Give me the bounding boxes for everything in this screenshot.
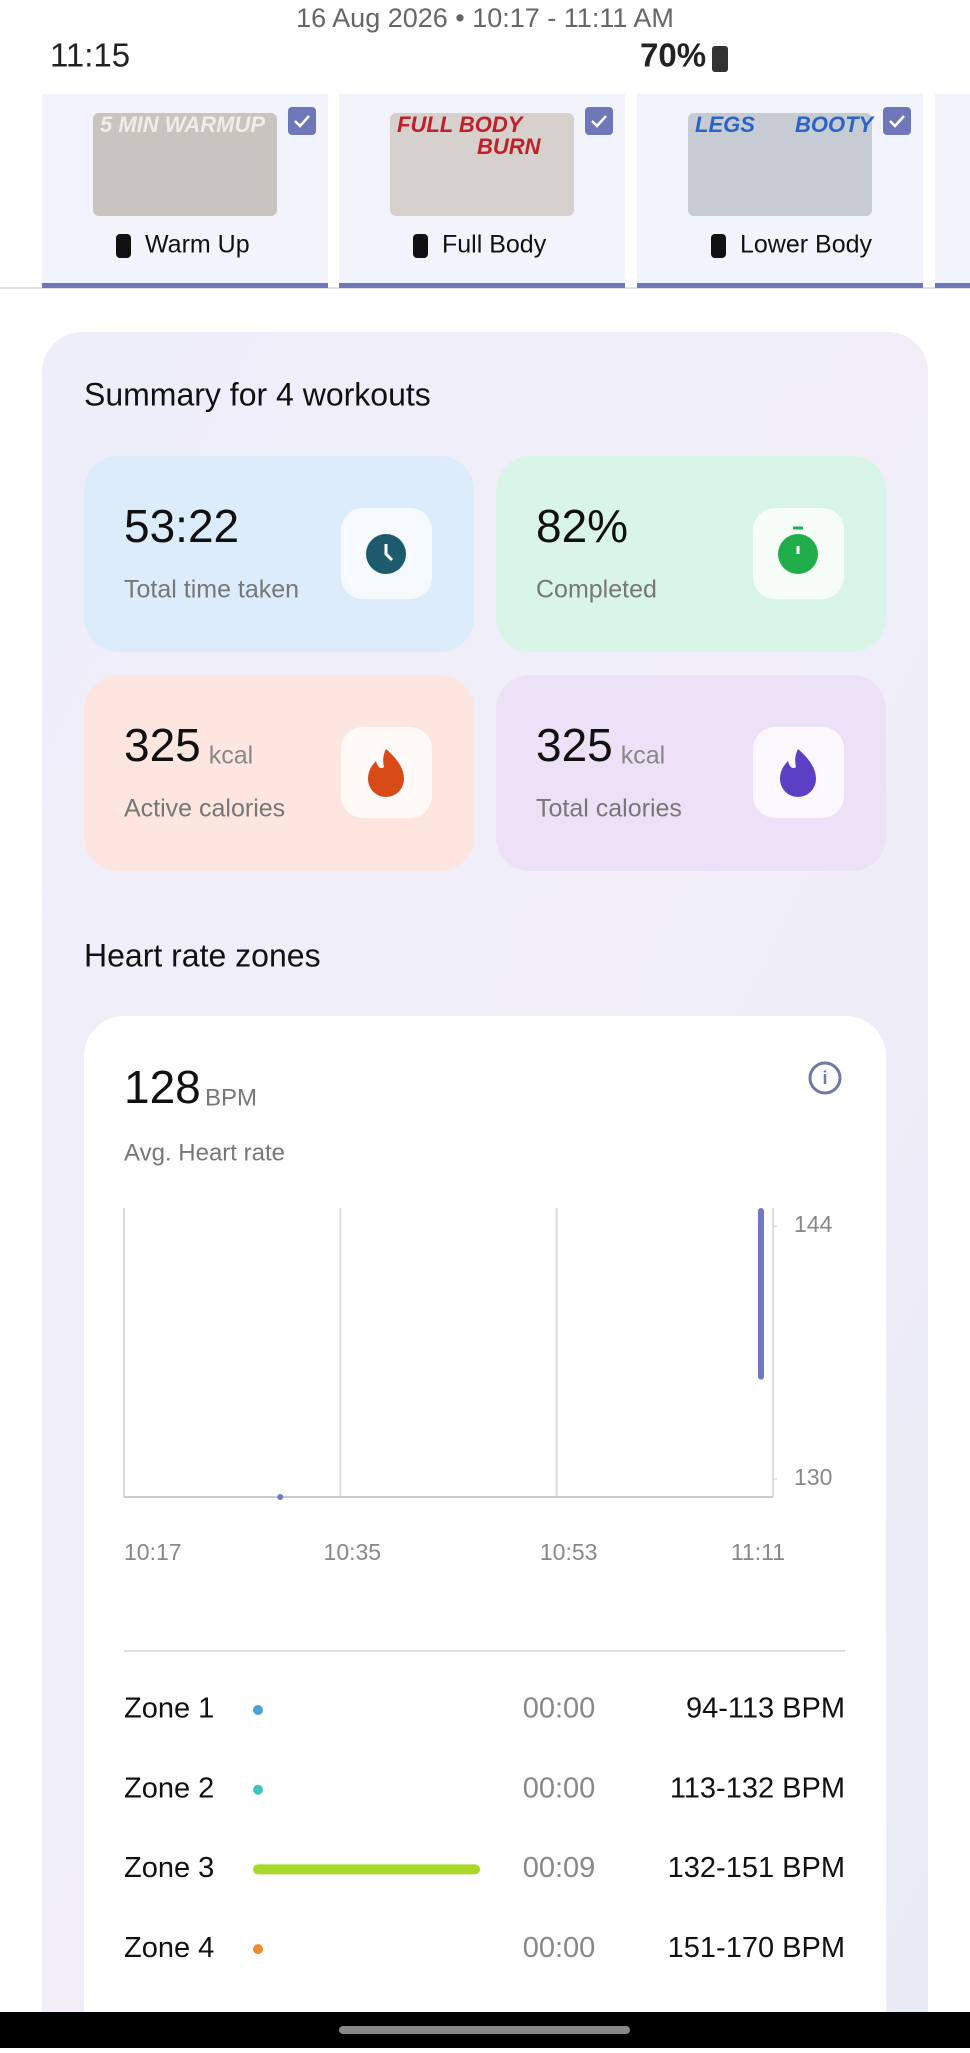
summary-card <box>496 675 886 871</box>
card-label: Total time taken <box>124 576 299 604</box>
card-unit: kcal <box>621 742 665 770</box>
tab-underline <box>935 283 970 288</box>
summary-title: Summary for 4 workouts <box>84 376 431 412</box>
summary-card <box>496 456 886 652</box>
card-icon-hand <box>384 544 394 562</box>
watch-icon <box>413 234 428 258</box>
card-icon <box>780 749 816 797</box>
thumbnail <box>390 113 574 216</box>
avg-label: Avg. Heart rate <box>124 1139 285 1166</box>
x-tick-label: 11:11 <box>731 1539 785 1565</box>
check-mark <box>889 115 905 128</box>
watch-icon <box>711 234 726 258</box>
zone-range: 94-113 BPM <box>686 1693 845 1725</box>
check-box <box>883 107 911 135</box>
zone-duration: 00:00 <box>523 1932 596 1964</box>
zone-bar <box>253 1784 263 1795</box>
thumbnail-text: 5 MIN WARMUP <box>100 112 265 137</box>
tab-underline <box>42 283 328 288</box>
avg-unit: BPM <box>205 1084 257 1111</box>
card-label: Completed <box>536 576 657 604</box>
workout-label: Lower Body <box>740 231 873 259</box>
date-range: 16 Aug 2026 • 10:17 - 11:11 AM <box>296 3 674 33</box>
thumbnail-text: BURN <box>477 134 542 159</box>
card-icon <box>368 749 404 797</box>
tab-underline <box>637 283 923 288</box>
workout-label: Full Body <box>442 231 547 259</box>
zone-name: Zone 4 <box>124 1932 214 1964</box>
thumbnail-text: FULL BODY <box>397 112 525 137</box>
card-value: 325 <box>536 719 613 771</box>
card-value: 325 <box>124 719 201 771</box>
hr-range <box>757 1208 764 1380</box>
workout-label: Warm Up <box>145 231 250 259</box>
x-tick-label: 10:17 <box>124 1539 182 1565</box>
card-value: 82% <box>536 500 628 552</box>
thumbnail-text: LEGS <box>695 112 755 137</box>
zone-bar <box>253 1864 480 1875</box>
thumbnail <box>688 113 872 216</box>
heart-card <box>84 1016 886 2053</box>
avg-hr: 128 <box>124 1061 201 1113</box>
home-handle[interactable] <box>339 2026 630 2034</box>
check-box <box>288 107 316 135</box>
info-i: i <box>822 1068 827 1088</box>
clock: 11:15 <box>50 37 130 74</box>
check-mark <box>591 115 607 128</box>
workout-tab[interactable] <box>935 94 970 285</box>
zone-duration: 00:00 <box>523 1772 596 1804</box>
zone-name: Zone 3 <box>124 1852 214 1884</box>
battery-icon <box>712 46 728 72</box>
zone-duration: 00:09 <box>523 1852 596 1884</box>
card-label: Active calories <box>124 795 285 823</box>
zone-bar <box>253 1705 263 1715</box>
watch-icon <box>116 234 131 258</box>
zone-name: Zone 2 <box>124 1772 214 1804</box>
zone-range: 113-132 BPM <box>670 1772 845 1804</box>
summary-card <box>84 675 474 871</box>
info-icon[interactable] <box>808 1061 842 1095</box>
y-tick-label: 144 <box>794 1211 833 1237</box>
zone-range: 151-170 BPM <box>668 1932 845 1964</box>
zone-range: 132-151 BPM <box>668 1852 845 1884</box>
x-tick-label: 10:53 <box>540 1539 598 1565</box>
tab-underline <box>339 283 625 288</box>
zone-duration: 00:00 <box>523 1693 596 1725</box>
check-box <box>585 107 613 135</box>
y-tick-label: 130 <box>794 1464 832 1490</box>
zone-name: Zone 1 <box>124 1693 214 1725</box>
battery: 70% <box>640 37 706 74</box>
card-label: Total calories <box>536 795 682 823</box>
x-tick-label: 10:35 <box>324 1539 382 1565</box>
card-value: 53:22 <box>124 500 239 552</box>
hr-point <box>277 1494 284 1500</box>
zone-bar <box>253 1944 263 1955</box>
thumbnail <box>93 113 277 216</box>
card-unit: kcal <box>209 742 253 770</box>
check-mark <box>294 115 310 128</box>
thumbnail-text: BOOTY <box>795 112 876 137</box>
summary-card <box>84 456 474 652</box>
zones-title: Heart rate zones <box>84 937 321 973</box>
